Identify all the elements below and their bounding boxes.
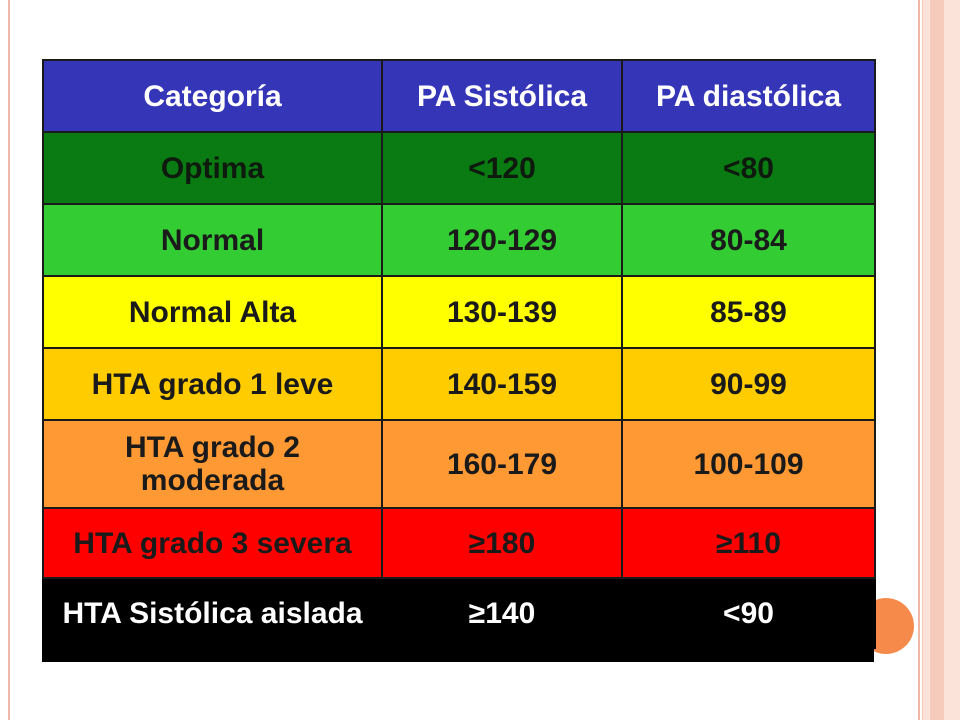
cell-diastolic: <80 — [621, 131, 876, 205]
cell-category: Normal Alta — [42, 275, 383, 349]
table-row: HTA grado 2 moderada 160-179 100-109 — [42, 419, 876, 509]
cell-diastolic: 80-84 — [621, 203, 876, 277]
cell-systolic: <120 — [381, 131, 623, 205]
cell-category: Normal — [42, 203, 383, 277]
cell-diastolic: <90 — [621, 577, 876, 649]
right-frame-inner-band — [930, 0, 944, 720]
cell-diastolic: ≥110 — [621, 507, 876, 579]
cell-diastolic: 85-89 — [621, 275, 876, 349]
header-systolic: PA Sistólica — [381, 59, 623, 133]
table-header-row: Categoría PA Sistólica PA diastólica — [42, 59, 876, 133]
cell-category: Optima — [42, 131, 383, 205]
header-diastolic: PA diastólica — [621, 59, 876, 133]
table-row: Optima <120 <80 — [42, 131, 876, 205]
blood-pressure-table: Categoría PA Sistólica PA diastólica Opt… — [42, 59, 876, 649]
cell-diastolic: 100-109 — [621, 419, 876, 509]
table-row: Normal 120-129 80-84 — [42, 203, 876, 277]
table-row: HTA grado 1 leve 140-159 90-99 — [42, 347, 876, 421]
cell-category: HTA Sistólica aislada — [42, 577, 383, 649]
right-frame-line — [918, 0, 920, 720]
cell-category: HTA grado 2 moderada — [42, 419, 383, 509]
blood-pressure-table-container: Categoría PA Sistólica PA diastólica Opt… — [42, 59, 876, 662]
cell-category: HTA grado 1 leve — [42, 347, 383, 421]
header-category: Categoría — [42, 59, 383, 133]
cell-category: HTA grado 3 severa — [42, 507, 383, 579]
table-row: HTA Sistólica aislada ≥140 <90 — [42, 577, 876, 649]
table-row: Normal Alta 130-139 85-89 — [42, 275, 876, 349]
cell-systolic: ≥140 — [381, 577, 623, 649]
cell-systolic: 140-159 — [381, 347, 623, 421]
table-row: HTA grado 3 severa ≥180 ≥110 — [42, 507, 876, 579]
cell-diastolic: 90-99 — [621, 347, 876, 421]
cell-systolic: 130-139 — [381, 275, 623, 349]
cell-systolic: 120-129 — [381, 203, 623, 277]
left-frame-border — [0, 0, 10, 720]
cell-systolic: 160-179 — [381, 419, 623, 509]
cell-systolic: ≥180 — [381, 507, 623, 579]
